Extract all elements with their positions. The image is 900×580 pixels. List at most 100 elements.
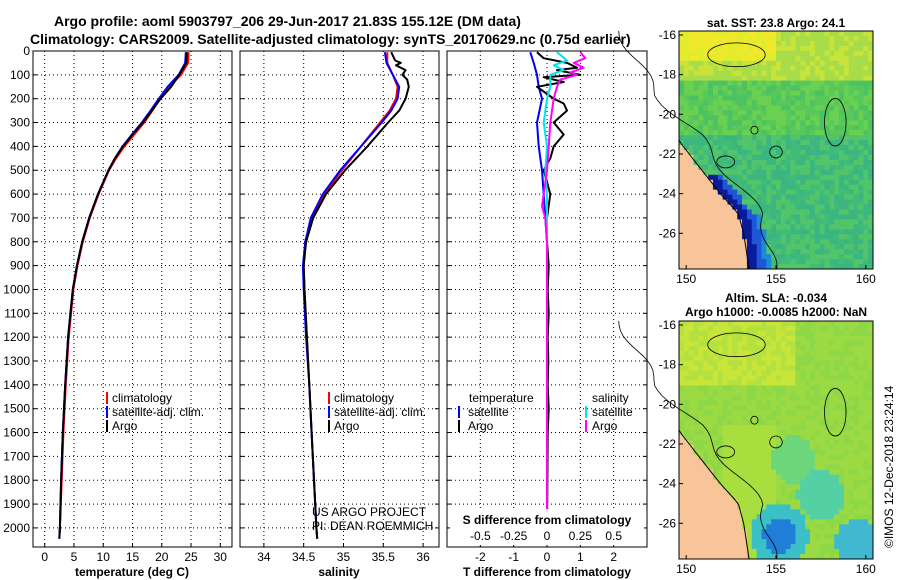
map-cell: [863, 184, 869, 191]
map-cell: [829, 95, 835, 101]
map-cell: [737, 130, 743, 136]
map-cell: [785, 234, 791, 240]
map-cell: [848, 115, 854, 121]
map-cell: [742, 85, 748, 91]
map-cell: [800, 204, 806, 210]
map-cell: [805, 325, 811, 332]
map-cell: [737, 365, 743, 371]
map-cell: [795, 254, 801, 260]
map-cell: [679, 199, 685, 205]
map-cell: [683, 130, 690, 136]
map-cell: [868, 544, 874, 550]
map-cell: [814, 355, 821, 362]
map-cell: [814, 430, 821, 436]
map-cell: [824, 444, 830, 451]
map-cell: [839, 229, 845, 235]
map-cell: [688, 390, 694, 396]
map-cell: [683, 224, 690, 230]
map-cell: [805, 405, 811, 411]
map-cell: [785, 194, 791, 200]
map-cell: [717, 90, 724, 96]
map-cell: [809, 350, 816, 357]
map-y-tick-label: -16: [659, 318, 677, 332]
map-cell: [853, 494, 859, 500]
map-cell: [756, 254, 762, 260]
map-cell: [698, 169, 704, 176]
map-cell: [790, 484, 796, 490]
map-cell: [834, 234, 840, 240]
map-cell: [761, 159, 767, 166]
map-cell: [679, 459, 685, 466]
map-cell: [683, 140, 690, 146]
map-cell: [712, 204, 719, 210]
map-cell: [834, 509, 840, 515]
map-cell: [722, 130, 728, 136]
map-cell: [776, 204, 782, 210]
map-cell: [863, 494, 869, 500]
map-cell: [780, 229, 787, 235]
map-cell: [819, 259, 825, 265]
map-cell: [732, 105, 738, 111]
map-cell: [703, 350, 709, 357]
map-cell: [843, 519, 850, 525]
map-cell: [727, 65, 733, 72]
map-cell: [795, 365, 801, 371]
map-cell: [839, 519, 845, 525]
map-cell: [795, 224, 801, 230]
map-cell: [703, 459, 709, 466]
map-cell: [863, 115, 869, 121]
map-cell: [785, 390, 791, 396]
map-cell: [712, 484, 719, 490]
map-cell: [834, 519, 840, 525]
map-cell: [848, 85, 854, 91]
map-cell: [868, 425, 874, 431]
map-cell: [824, 554, 830, 560]
map-cell: [751, 479, 757, 486]
map-cell: [809, 440, 816, 446]
map-cell: [708, 164, 714, 171]
map-cell: [717, 514, 724, 520]
map-cell: [727, 234, 733, 240]
map-cell: [693, 385, 699, 391]
map-cell: [834, 35, 840, 42]
map-cell: [771, 194, 777, 200]
map-cell: [843, 130, 850, 136]
map-cell: [727, 115, 733, 121]
map-cell: [693, 474, 699, 481]
map-cell: [703, 105, 709, 111]
map-cell: [737, 544, 743, 550]
map-cell: [693, 484, 699, 490]
map-cell: [737, 435, 743, 441]
map-cell: [790, 254, 796, 260]
map-cell: [790, 184, 796, 191]
map-cell: [795, 219, 801, 225]
legend-label-argo: Argo: [112, 419, 138, 433]
map-cell: [780, 90, 787, 96]
map-cell: [829, 254, 835, 260]
map-cell: [780, 469, 787, 476]
map-cell: [698, 489, 704, 495]
map-cell: [712, 380, 719, 386]
map-cell: [863, 514, 869, 520]
map-cell: [679, 340, 685, 347]
map-cell: [771, 169, 777, 176]
map-cell: [693, 209, 699, 215]
map-cell: [679, 239, 685, 245]
map-cell: [703, 199, 709, 205]
map-cell: [819, 244, 825, 250]
map-cell: [843, 145, 850, 151]
map-cell: [809, 390, 816, 396]
map-cell: [819, 145, 825, 151]
map-cell: [824, 479, 830, 486]
map-cell: [756, 65, 762, 72]
map-cell: [737, 120, 743, 126]
map-cell: [771, 125, 777, 131]
map-cell: [732, 539, 738, 545]
map-cell: [722, 259, 728, 265]
map-cell: [795, 194, 801, 200]
map-cell: [742, 184, 748, 191]
map-cell: [858, 214, 864, 220]
sla-map-subtitle: Argo h1000: -0.0085 h2000: NaN: [685, 305, 867, 319]
map-cell: [809, 95, 816, 101]
map-cell: [848, 194, 854, 200]
